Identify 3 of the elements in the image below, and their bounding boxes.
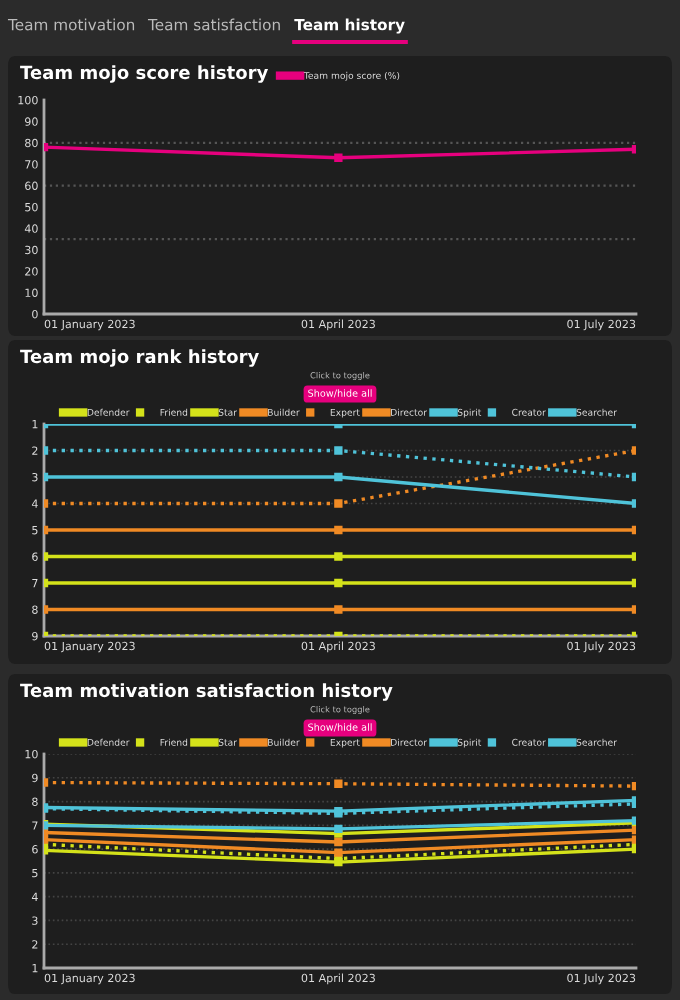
chart-title: Team motivation satisfaction history (20, 683, 393, 701)
chart-title: Team mojo score history (20, 65, 269, 83)
chart-title: Team mojo rank history (20, 349, 259, 367)
